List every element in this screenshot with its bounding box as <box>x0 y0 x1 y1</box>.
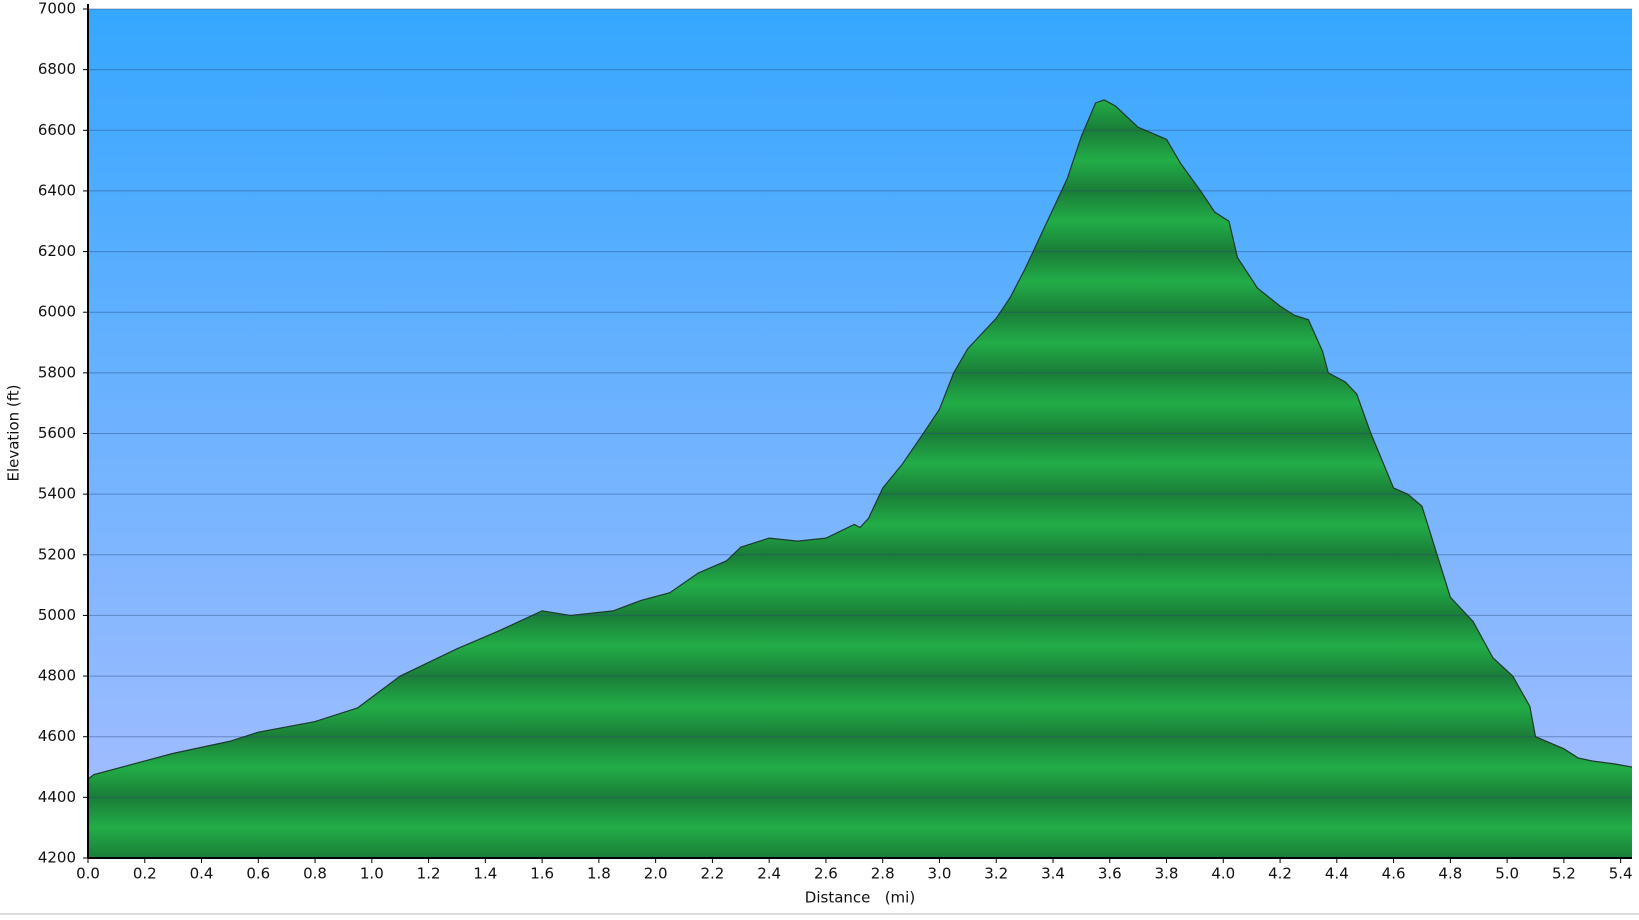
y-tick-label: 5400 <box>38 485 76 503</box>
y-tick-label: 6000 <box>38 303 76 321</box>
x-tick-label: 3.2 <box>984 865 1008 883</box>
x-tick-label: 1.4 <box>473 865 497 883</box>
x-tick-label: 1.6 <box>530 865 554 883</box>
y-tick-label: 7000 <box>38 0 76 18</box>
x-tick-label: 4.8 <box>1438 865 1462 883</box>
x-tick-label: 0.0 <box>76 865 100 883</box>
x-tick-label: 4.2 <box>1268 865 1292 883</box>
x-tick-label: 3.0 <box>928 865 952 883</box>
y-tick-label: 4800 <box>38 667 76 685</box>
y-tick-label: 5600 <box>38 424 76 442</box>
y-tick-label: 6400 <box>38 181 76 199</box>
area <box>88 99 1632 858</box>
x-tick-label: 1.0 <box>360 865 384 883</box>
x-tick-label: 3.8 <box>1155 865 1179 883</box>
x-tick-label: 5.0 <box>1495 865 1519 883</box>
x-tick-label: 2.8 <box>871 865 895 883</box>
y-tick-label: 4400 <box>38 788 76 806</box>
x-axis-label: Distance (mi) <box>805 889 915 907</box>
y-tick-label: 5800 <box>38 363 76 381</box>
y-tick-label: 5000 <box>38 606 76 624</box>
x-tick-label: 3.4 <box>1041 865 1065 883</box>
x-tick-label: 5.2 <box>1552 865 1576 883</box>
x-tick-label: 0.8 <box>303 865 327 883</box>
x-tick-label: 4.0 <box>1211 865 1235 883</box>
y-tick-label: 5200 <box>38 545 76 563</box>
y-tick-label: 4200 <box>38 849 76 867</box>
x-tick-label: 1.2 <box>417 865 441 883</box>
x-tick-label: 4.6 <box>1382 865 1406 883</box>
x-tick-label: 2.6 <box>814 865 838 883</box>
x-tick-label: 2.2 <box>700 865 724 883</box>
x-tick-label: 0.4 <box>190 865 214 883</box>
x-tick-label: 5.4 <box>1609 865 1633 883</box>
y-tick-label: 4600 <box>38 727 76 745</box>
y-tick-label: 6800 <box>38 60 76 78</box>
x-tick-label: 0.2 <box>133 865 157 883</box>
x-tick-label: 2.4 <box>757 865 781 883</box>
x-tick-label: 4.4 <box>1325 865 1349 883</box>
x-tick-label: 3.6 <box>1098 865 1122 883</box>
y-tick-label: 6600 <box>38 121 76 139</box>
x-tick-label: 1.8 <box>587 865 611 883</box>
x-tick-label: 0.6 <box>246 865 270 883</box>
y-tick-label: 6200 <box>38 242 76 260</box>
y-axis-label: Elevation (ft) <box>5 384 23 481</box>
x-tick-label: 2.0 <box>644 865 668 883</box>
elevation-line <box>87 99 1633 780</box>
